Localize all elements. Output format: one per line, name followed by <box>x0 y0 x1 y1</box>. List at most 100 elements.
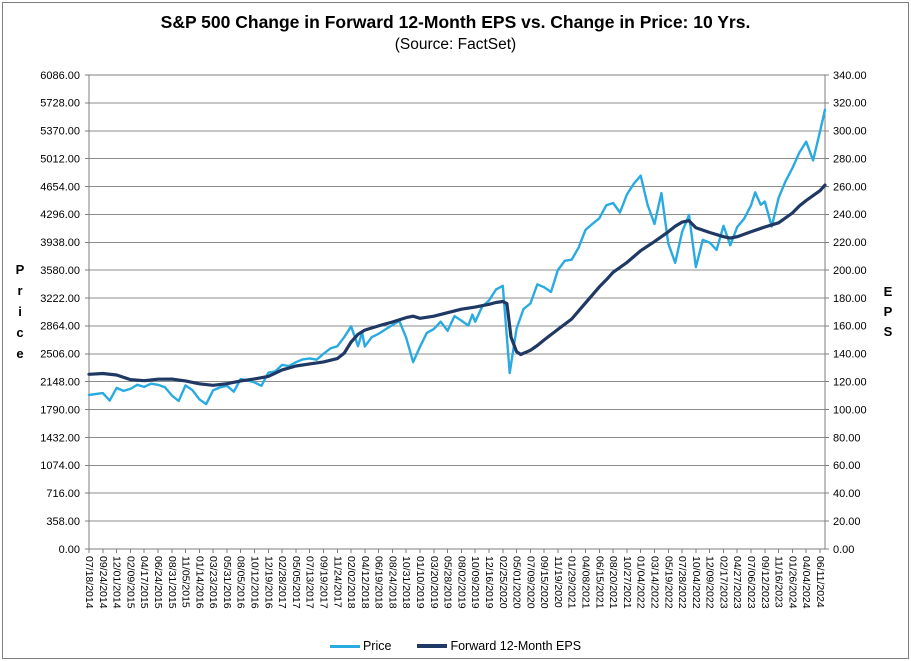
x-axis-tick-label: 10/04/2022 <box>690 556 702 609</box>
x-axis-tick-label: 02/02/2018 <box>345 556 357 609</box>
x-axis-tick-label: 08/02/2019 <box>455 556 467 609</box>
x-axis-tick-label: 04/17/2015 <box>138 556 150 609</box>
x-axis-tick-label: 10/31/2018 <box>400 556 412 609</box>
chart-subtitle: (Source: FactSet) <box>394 36 517 53</box>
left-axis-tick-label: 1074.00 <box>40 460 80 472</box>
x-axis-tick-label: 09/15/2020 <box>538 556 550 609</box>
right-axis-tick-label: 320.00 <box>833 98 867 110</box>
right-axis-tick-label: 40.00 <box>833 488 861 500</box>
x-axis-tick-label: 01/10/2019 <box>414 556 426 609</box>
left-axis-tick-label: 3222.00 <box>40 293 80 305</box>
x-axis-tick-label: 12/16/2019 <box>483 556 495 609</box>
x-axis-tick-label: 01/14/2016 <box>193 556 205 609</box>
left-axis-tick-label: 4654.00 <box>40 181 80 193</box>
left-axis-title: P <box>16 262 25 277</box>
x-axis-tick-label: 08/05/2016 <box>235 556 247 609</box>
right-axis-tick-label: 120.00 <box>833 377 867 389</box>
x-axis-tick-label: 04/27/2023 <box>731 556 743 609</box>
right-axis-tick-label: 300.00 <box>833 126 867 138</box>
plot-border <box>88 74 826 550</box>
right-axis-tick-label: 80.00 <box>833 432 861 444</box>
right-axis-tick-label: 20.00 <box>833 516 861 528</box>
x-axis-tick-label: 03/20/2019 <box>428 556 440 609</box>
right-axis-tick-label: 0.00 <box>833 544 854 556</box>
right-axis-title: S <box>884 324 893 339</box>
x-axis-tick-label: 07/06/2023 <box>745 556 757 609</box>
x-axis-tick-label: 11/05/2015 <box>180 556 192 608</box>
x-axis-tick-label: 09/19/2017 <box>317 556 329 609</box>
x-axis-tick-label: 10/27/2021 <box>621 556 633 609</box>
x-axis-tick-label: 08/20/2021 <box>607 556 619 609</box>
x-axis-tick-label: 01/29/2021 <box>566 556 578 609</box>
x-axis-tick-label: 08/31/2015 <box>166 556 178 609</box>
legend-item-eps: Forward 12-Month EPS <box>417 639 581 653</box>
left-axis-tick-label: 2506.00 <box>40 349 80 361</box>
left-axis-tick-label: 4296.00 <box>40 209 80 221</box>
x-axis-tick-label: 01/26/2024 <box>786 556 798 609</box>
left-axis-tick-label: 6086.00 <box>40 70 80 82</box>
x-axis-tick-label: 05/01/2020 <box>511 556 523 609</box>
right-axis-title: P <box>884 304 893 319</box>
right-axis-tick-label: 220.00 <box>833 237 867 249</box>
right-axis-tick-label: 180.00 <box>833 293 867 305</box>
x-axis-tick-label: 07/09/2020 <box>524 556 536 609</box>
right-axis-tick-label: 280.00 <box>833 153 867 165</box>
x-axis-tick-label: 04/08/2021 <box>580 556 592 609</box>
x-axis-tick-label: 04/12/2018 <box>359 556 371 609</box>
x-axis-tick-label: 02/09/2015 <box>124 556 136 609</box>
price-line-swatch <box>329 644 360 648</box>
x-axis-tick-label: 05/19/2022 <box>662 556 674 609</box>
x-axis-tick-label: 06/15/2021 <box>593 556 605 609</box>
x-axis-tick-label: 06/19/2018 <box>373 556 385 609</box>
right-axis-tick-label: 60.00 <box>833 460 861 472</box>
left-axis-tick-label: 5012.00 <box>40 153 80 165</box>
left-axis-tick-label: 3938.00 <box>40 237 80 249</box>
legend-label-eps: Forward 12-Month EPS <box>450 639 582 653</box>
left-axis-tick-label: 1432.00 <box>40 432 80 444</box>
left-axis-tick-label: 2864.00 <box>40 321 80 333</box>
left-axis-title: i <box>18 304 22 319</box>
x-axis-tick-label: 03/14/2022 <box>648 556 660 609</box>
x-axis-tick-label: 05/05/2017 <box>290 556 302 609</box>
x-axis-tick-label: 06/11/2024 <box>814 556 826 608</box>
right-axis-tick-label: 200.00 <box>833 265 867 277</box>
left-axis-tick-label: 2148.00 <box>40 377 80 389</box>
x-axis-tick-label: 12/01/2014 <box>111 556 123 609</box>
x-axis-tick-label: 10/12/2016 <box>249 556 261 609</box>
x-axis-tick-label: 07/13/2017 <box>304 556 316 609</box>
x-axis-tick-label: 02/17/2023 <box>717 556 729 609</box>
left-axis-tick-label: 5370.00 <box>40 126 80 138</box>
left-axis-tick-label: 5728.00 <box>40 98 80 110</box>
x-axis-tick-label: 05/31/2016 <box>221 556 233 609</box>
x-axis-tick-label: 12/19/2016 <box>262 556 274 609</box>
legend: Price Forward 12-Month EPS <box>3 639 908 653</box>
right-axis-tick-label: 260.00 <box>833 181 867 193</box>
x-axis-tick-label: 11/16/2023 <box>773 556 785 608</box>
x-axis-tick-label: 08/24/2018 <box>386 556 398 609</box>
left-axis-tick-label: 1790.00 <box>40 404 80 416</box>
left-axis-title: c <box>16 325 23 340</box>
x-axis-tick-label: 09/12/2023 <box>759 556 771 609</box>
x-axis-tick-label: 11/24/2017 <box>331 556 343 608</box>
x-axis-tick-label: 09/24/2014 <box>97 556 109 609</box>
eps-line-swatch <box>417 644 448 648</box>
left-axis-tick-label: 716.00 <box>46 488 80 500</box>
chart-title: S&P 500 Change in Forward 12-Month EPS v… <box>160 12 751 32</box>
x-axis-tick-label: 03/23/2016 <box>207 556 219 609</box>
right-axis-tick-label: 160.00 <box>833 321 867 333</box>
eps-line <box>87 183 827 387</box>
price-line <box>87 108 827 406</box>
left-axis-tick-label: 0.00 <box>59 544 80 556</box>
x-axis-tick-label: 04/04/2024 <box>800 556 812 609</box>
x-axis-tick-label: 06/24/2015 <box>152 556 164 609</box>
right-axis-tick-label: 100.00 <box>833 404 867 416</box>
left-axis-title: r <box>17 283 22 298</box>
left-axis-title: e <box>16 346 23 361</box>
right-axis-tick-label: 240.00 <box>833 209 867 221</box>
x-axis-tick-label: 02/28/2017 <box>276 556 288 609</box>
x-axis-tick-label: 02/25/2020 <box>497 556 509 609</box>
x-axis-tick-label: 01/04/2022 <box>635 556 647 609</box>
right-axis-title: E <box>884 284 893 299</box>
